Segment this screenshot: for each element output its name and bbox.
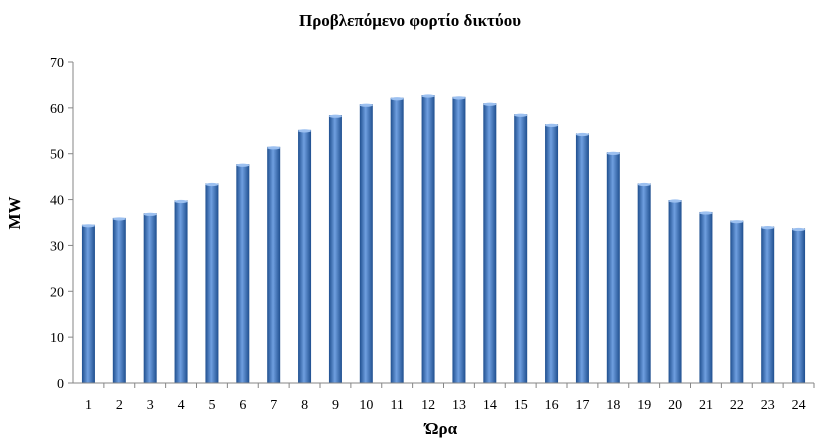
bar-hour-14	[483, 103, 497, 384]
bar-top-highlight	[205, 182, 219, 187]
y-axis: 0 10 20 30 40 50 60 70	[50, 56, 73, 392]
bar-hour-23	[761, 226, 775, 383]
bar-top-highlight	[421, 94, 435, 98]
bar-top-highlight	[328, 114, 342, 118]
x-tick-label: 12	[421, 398, 435, 413]
bar-hour-15	[514, 114, 528, 383]
bar-hour-24	[792, 228, 806, 383]
x-tick-label: 9	[332, 398, 339, 413]
x-tick-label: 10	[359, 398, 373, 413]
x-tick-label: 21	[699, 398, 713, 413]
x-tick-label: 13	[452, 398, 466, 413]
x-tick-label: 5	[208, 398, 215, 413]
y-tick-label: 70	[50, 56, 64, 71]
bars-group	[81, 94, 806, 384]
bar-hour-17	[575, 133, 589, 383]
y-tick-label: 60	[50, 102, 64, 117]
x-tick-label: 8	[301, 398, 308, 413]
y-axis-label: MW	[5, 196, 24, 229]
bar-top-highlight	[483, 102, 497, 106]
y-tick-label: 20	[50, 285, 64, 300]
x-tick-label: 17	[575, 398, 589, 413]
x-tick-label: 1	[85, 398, 92, 413]
bar-top-highlight	[545, 123, 559, 127]
bar-top-highlight	[792, 227, 806, 232]
x-tick-label: 4	[178, 398, 185, 413]
bar-top-highlight	[298, 129, 312, 133]
x-tick-label: 14	[483, 398, 497, 413]
y-tick-label: 10	[50, 331, 64, 346]
x-tick-label: 7	[270, 398, 277, 413]
bar-top-highlight	[236, 163, 250, 167]
bar-hour-3	[143, 213, 157, 383]
bar-top-highlight	[514, 113, 528, 117]
bar-top-highlight	[637, 182, 651, 187]
bar-top-highlight	[575, 132, 589, 137]
bar-hour-6	[236, 164, 250, 383]
bar-top-highlight	[452, 96, 466, 100]
y-tick-label: 30	[50, 239, 64, 254]
bar-top-highlight	[112, 217, 126, 221]
bar-top-highlight	[699, 211, 713, 215]
bar-hour-16	[545, 124, 559, 383]
x-axis: 1 2 3 4 5 6 7 8 9 10 11 12 13 14 15 16 17 18 19 20 21 22 23 24	[85, 383, 815, 413]
x-tick-label: 11	[390, 398, 403, 413]
x-tick-label: 3	[147, 398, 154, 413]
bar-hour-20	[668, 200, 682, 383]
bar-top-highlight	[390, 97, 404, 101]
bar-hour-12	[421, 95, 435, 383]
bar-hour-9	[328, 115, 342, 384]
y-tick-label: 0	[57, 377, 64, 392]
bar-top-highlight	[143, 212, 157, 216]
bar-top-highlight	[174, 199, 188, 204]
bar-hour-4	[174, 200, 188, 383]
bar-hour-10	[359, 104, 373, 383]
x-tick-label: 16	[545, 398, 559, 413]
bar-top-highlight	[730, 220, 744, 224]
chart-title: Προβλεπόμενο φορτίο δικτύου	[299, 11, 521, 30]
x-tick-label: 2	[116, 398, 123, 413]
bar-hour-21	[699, 211, 713, 383]
x-axis-label: Ώρα	[423, 419, 458, 438]
bar-hour-5	[205, 183, 219, 383]
x-tick-label: 24	[792, 398, 806, 413]
x-tick-label: 22	[730, 398, 744, 413]
x-tick-label: 6	[239, 398, 246, 413]
x-tick-label: 20	[668, 398, 682, 413]
bar-top-highlight	[606, 151, 620, 155]
bar-top-highlight	[81, 224, 95, 228]
bar-top-highlight	[761, 226, 775, 230]
bar-hour-11	[390, 97, 404, 384]
bar-hour-22	[730, 220, 744, 383]
bar-top-highlight	[668, 199, 682, 203]
bar-hour-2	[112, 217, 126, 383]
y-tick-label: 50	[50, 148, 64, 163]
bar-top-highlight	[267, 146, 281, 150]
bar-top-highlight	[359, 103, 373, 107]
bar-hour-19	[637, 183, 651, 383]
bar-hour-18	[606, 152, 620, 383]
y-tick-label: 40	[50, 194, 64, 209]
x-tick-label: 19	[637, 398, 651, 413]
x-tick-label: 23	[761, 398, 775, 413]
bar-hour-13	[452, 96, 466, 383]
x-tick-label: 18	[606, 398, 620, 413]
bar-hour-1	[81, 224, 95, 383]
bar-hour-8	[298, 129, 312, 383]
bar-hour-7	[267, 146, 281, 383]
x-tick-label: 15	[514, 398, 528, 413]
